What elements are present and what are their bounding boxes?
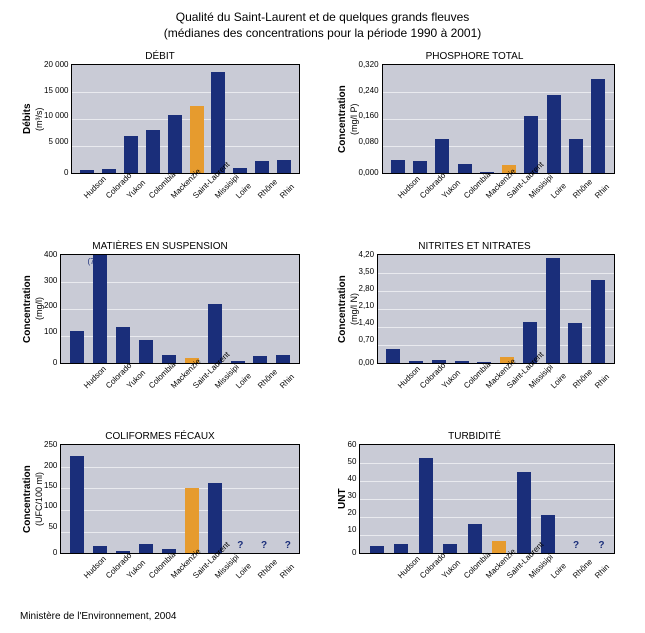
bar (277, 160, 291, 173)
chart-panel: TURBIDITÉ UNT6050403020100?? HudsonColorad… (335, 431, 615, 603)
missing-marker: ? (573, 540, 579, 551)
plot-area (71, 64, 300, 174)
x-labels: HudsonColoradoYukonColombiaMackenzieSain… (389, 176, 615, 185)
bar (391, 160, 405, 174)
title-line-2: (médianes des concentrations pour la pér… (164, 26, 482, 40)
bar (116, 327, 130, 363)
y-ticks: 250200150100500 (44, 444, 60, 554)
x-labels: HudsonColoradoYukonColombiaMackenzieSain… (74, 176, 300, 185)
bar (276, 355, 290, 364)
title-line-1: Qualité du Saint-Laurent et de quelques … (176, 10, 470, 24)
bar (413, 161, 427, 173)
bar (190, 106, 204, 174)
y-ticks: 6050403020100 (348, 444, 360, 554)
chart-grid: DÉBITDébits(m³/s)20 00015 00010 0005 000… (20, 51, 625, 603)
bar (70, 456, 84, 553)
bar (591, 79, 605, 174)
plot-area (382, 64, 615, 174)
bar (419, 458, 433, 553)
bar (253, 356, 267, 363)
bar (124, 136, 138, 173)
bar (591, 280, 605, 364)
x-labels: HudsonColoradoYukonColombiaMackenzieSain… (74, 366, 300, 375)
bar (370, 546, 384, 553)
y-axis-label: Concentration(mg/l P) (335, 64, 359, 174)
missing-marker: ? (237, 540, 243, 551)
bar (146, 130, 160, 173)
bar (443, 544, 457, 553)
bar (139, 340, 153, 363)
panel-title: TURBIDITÉ (335, 431, 615, 442)
y-ticks: 4,203,502,802,101,400,700,00 (359, 254, 378, 364)
bar (455, 361, 469, 364)
bar (468, 524, 482, 553)
y-axis-label: Débits(m³/s) (20, 64, 44, 174)
bar (139, 544, 153, 554)
y-axis-label: Concentration(mg/l) (20, 254, 44, 364)
plot-area: ??? (60, 444, 300, 554)
x-labels: HudsonColoradoYukonColombiaMackenzieSain… (74, 556, 300, 565)
missing-marker: ? (598, 540, 604, 551)
bar (211, 72, 225, 174)
missing-marker: ? (285, 540, 291, 551)
bar (386, 349, 400, 363)
bar (93, 255, 107, 363)
chart-panel: NITRITES ET NITRATES Concentration(mg/l N… (335, 241, 615, 413)
bar (185, 488, 199, 553)
panel-title: NITRITES ET NITRATES (335, 241, 615, 252)
bar (233, 168, 247, 173)
bar (435, 139, 449, 173)
x-labels: HudsonColoradoYukonColombiaMackenzieSain… (389, 556, 615, 565)
y-axis-label: UNT (335, 444, 348, 554)
y-axis-label: Concentration(UFC/100 ml) (20, 444, 44, 554)
y-ticks: 4003002001000 (44, 254, 60, 364)
y-ticks: 20 00015 00010 0005 0000 (44, 64, 71, 174)
bar (546, 258, 560, 363)
bar (394, 544, 408, 553)
bar (255, 161, 269, 173)
y-axis-label: Concentration(mg/l N) (335, 254, 359, 364)
overflow-label: (724) (87, 257, 106, 266)
bar (569, 139, 583, 173)
plot-area: (724) (60, 254, 300, 364)
chart-panel: DÉBITDébits(m³/s)20 00015 00010 0005 000… (20, 51, 300, 223)
bar (80, 170, 94, 173)
bar (568, 323, 582, 363)
plot-area: ?? (359, 444, 614, 554)
bar (517, 472, 531, 553)
chart-panel: COLIFORMES FÉCAUX Concentration(UFC/100 m… (20, 431, 300, 603)
bar (102, 169, 116, 173)
bar (458, 164, 472, 173)
chart-panel: PHOSPHORE TOTALConcentration(mg/l P)0,32… (335, 51, 615, 223)
source-text: Ministère de l'Environnement, 2004 (20, 611, 625, 622)
plot-area (377, 254, 614, 364)
bar (168, 115, 182, 173)
bar (208, 483, 222, 553)
panel-title: COLIFORMES FÉCAUX (20, 431, 300, 442)
missing-marker: ? (261, 540, 267, 551)
bar (93, 546, 107, 553)
bar (409, 361, 423, 364)
x-labels: HudsonColoradoYukonColombiaMackenzieSain… (389, 366, 615, 375)
chart-panel: MATIÈRES EN SUSPENSION Concentration(mg/l… (20, 241, 300, 413)
panel-title: MATIÈRES EN SUSPENSION (20, 241, 300, 252)
bar (70, 331, 84, 363)
bar (547, 95, 561, 174)
y-ticks: 0,3200,2400,1600,0800,000 (359, 64, 382, 174)
bar (492, 541, 506, 554)
main-title: Qualité du Saint-Laurent et de quelques … (20, 10, 625, 41)
